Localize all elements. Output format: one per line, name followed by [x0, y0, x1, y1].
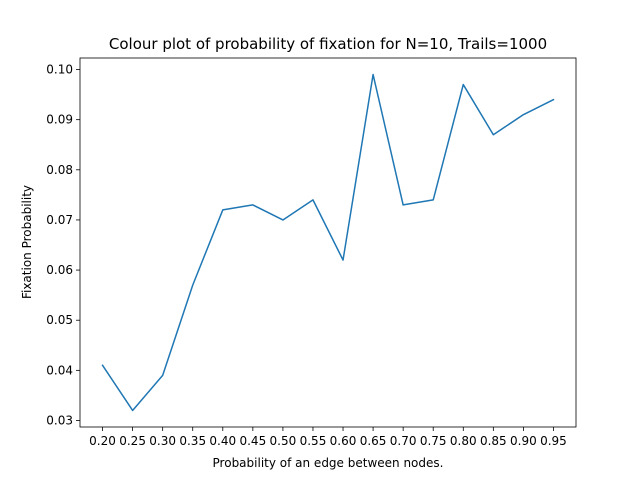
- plot-area: [79, 57, 577, 428]
- axes-frame: [79, 57, 577, 428]
- x-tick-label: 0.45: [239, 434, 266, 448]
- y-tick-label: 0.09: [46, 113, 73, 127]
- x-tick-label: 0.55: [300, 434, 327, 448]
- y-tick-label: 0.07: [46, 213, 73, 227]
- series-line-0: [101, 73, 555, 412]
- x-tick-label: 0.65: [360, 434, 387, 448]
- y-tick-label: 0.08: [46, 163, 73, 177]
- x-tick-label: 0.75: [420, 434, 447, 448]
- x-tick-label: 0.30: [149, 434, 176, 448]
- x-tick-label: 0.40: [209, 434, 236, 448]
- x-tick-label: 0.25: [119, 434, 146, 448]
- x-tick-label: 0.70: [390, 434, 417, 448]
- x-tick-label: 0.90: [510, 434, 537, 448]
- x-tick-label: 0.50: [270, 434, 297, 448]
- x-tick-label: 0.35: [179, 434, 206, 448]
- y-axis-ticks: 0.03 0.04 0.05 0.06 0.07 0.08 0.09 0.10: [46, 63, 80, 427]
- x-tick-label: 0.80: [450, 434, 477, 448]
- x-tick-label: 0.95: [540, 434, 567, 448]
- y-tick-label: 0.03: [46, 413, 73, 427]
- x-tick-label: 0.60: [330, 434, 357, 448]
- x-tick-label: 0.20: [89, 434, 116, 448]
- y-axis-label: Fixation Probability: [20, 185, 34, 299]
- y-tick-label: 0.04: [46, 363, 73, 377]
- chart-title: Colour plot of probability of fixation f…: [109, 35, 547, 53]
- y-tick-label: 0.06: [46, 263, 73, 277]
- y-tick-label: 0.05: [46, 313, 73, 327]
- y-tick-label: 0.10: [46, 63, 73, 77]
- x-axis-ticks: 0.20 0.25 0.30 0.35 0.40 0.45 0.50 0.55 0.60 0.65…: [89, 427, 567, 448]
- x-axis-label: Probability of an edge between nodes.: [213, 456, 444, 470]
- x-tick-label: 0.85: [480, 434, 507, 448]
